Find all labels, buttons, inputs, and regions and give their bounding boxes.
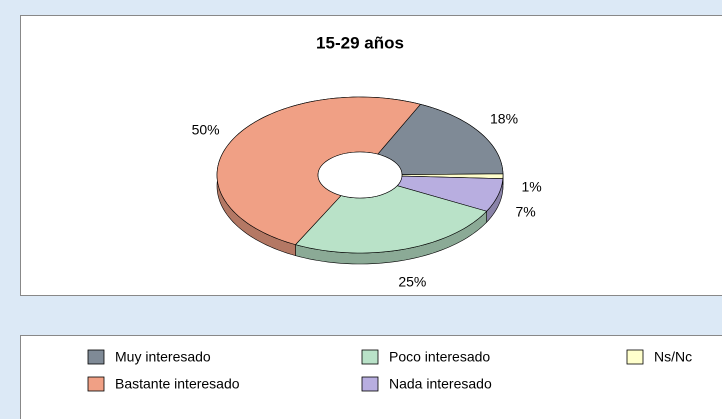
data-label: 1% [521,178,541,194]
data-label: 7% [515,203,535,219]
legend-label: Muy interesado [115,349,211,365]
data-label: 25% [398,273,426,289]
legend-label: Ns/Nc [654,349,692,365]
data-label: 50% [192,121,220,137]
chart-title: 15-29 años [316,33,404,52]
data-label: 18% [490,111,518,127]
legend-swatch [87,349,105,365]
legend-label: Nada interesado [389,376,492,392]
legend-label: Bastante interesado [115,376,240,392]
legend-label: Poco interesado [389,349,490,365]
legend-swatch [626,349,644,365]
legend-swatch [361,376,379,392]
legend-swatch [361,349,379,365]
legend-swatch [87,376,105,392]
hole [317,151,403,199]
